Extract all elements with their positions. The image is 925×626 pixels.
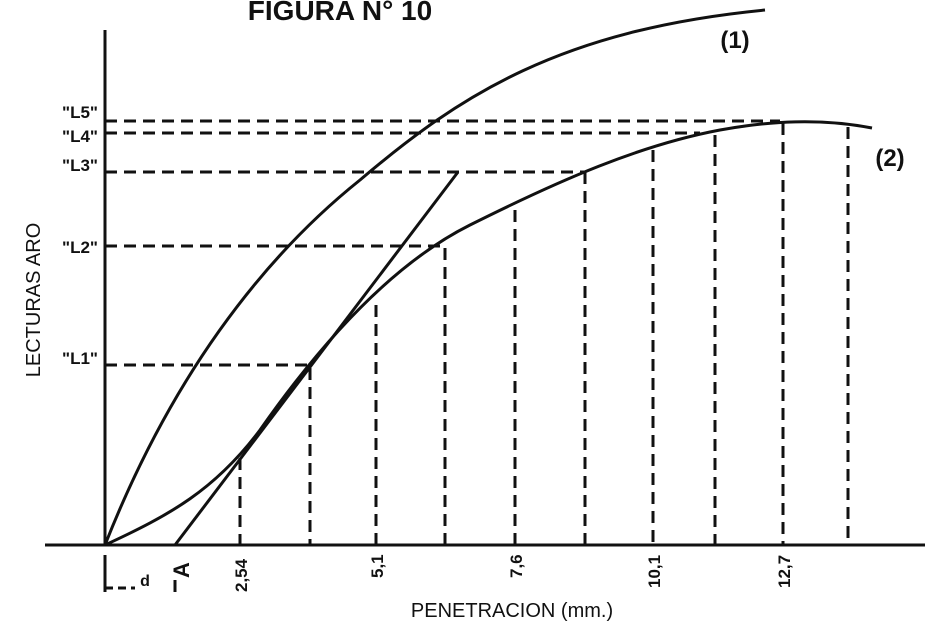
x-tick-label: 12,7	[775, 555, 794, 588]
reading-label: "L2"	[62, 238, 98, 257]
curve-label: (1)	[720, 27, 749, 54]
reading-label: "L4"	[62, 127, 98, 146]
penetration-lines	[238, 123, 850, 545]
reading-label: "L3"	[62, 156, 98, 175]
x-tick-label: 10,1	[645, 555, 664, 588]
x-tick-label: 5,1	[368, 554, 387, 578]
y-axis-label: LECTURAS ARO	[23, 223, 45, 377]
reading-lines	[105, 119, 780, 367]
correction-line	[173, 171, 460, 546]
title: FIGURA N° 10	[248, 0, 432, 26]
curve-label: (2)	[875, 145, 904, 172]
curve-1	[103, 8, 766, 546]
x-tick-label: 2,54	[232, 558, 251, 592]
offset-label: d	[140, 573, 150, 590]
point-label: A	[169, 562, 194, 578]
reading-label: "L5"	[62, 103, 98, 122]
reading-label: "L1"	[62, 349, 98, 368]
x-tick-label: 7,6	[507, 554, 526, 578]
curve-2	[104, 120, 873, 547]
x-axis-label: PENETRACION (mm.)	[411, 600, 613, 622]
